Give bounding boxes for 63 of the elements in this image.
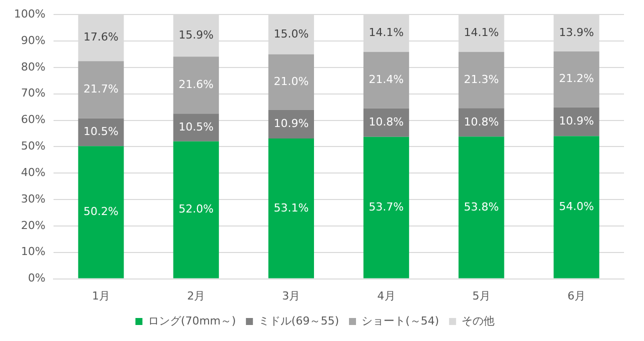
x-tick-label: 3月 bbox=[282, 289, 300, 302]
data-label: 13.9% bbox=[558, 26, 594, 39]
data-label: 10.8% bbox=[368, 116, 404, 129]
bar bbox=[554, 136, 600, 278]
data-label: 14.1% bbox=[368, 26, 404, 40]
bar bbox=[268, 110, 314, 139]
bar bbox=[78, 61, 124, 118]
bar bbox=[554, 51, 600, 108]
data-label: 10.8% bbox=[464, 115, 499, 128]
data-label: 21.3% bbox=[464, 72, 499, 86]
y-tick-label: 0% bbox=[28, 272, 46, 285]
x-tick-label: 2月 bbox=[187, 289, 206, 302]
bar bbox=[363, 136, 410, 278]
y-tick-label: 30% bbox=[20, 192, 46, 206]
bar bbox=[268, 138, 314, 278]
y-tick-label: 20% bbox=[20, 218, 46, 232]
legend-label: ロング(70mm～) bbox=[148, 314, 236, 328]
bar bbox=[363, 108, 410, 137]
bar bbox=[173, 114, 219, 142]
y-tick-label: 50% bbox=[20, 140, 46, 153]
bar bbox=[268, 54, 314, 110]
y-tick-label: 60% bbox=[20, 113, 46, 126]
data-label: 52.0% bbox=[178, 202, 214, 216]
bar bbox=[554, 107, 600, 136]
x-tick-label: 6月 bbox=[567, 289, 586, 302]
y-tick-label: 90% bbox=[20, 34, 46, 47]
data-label: 10.5% bbox=[84, 125, 118, 138]
legend-label: その他 bbox=[462, 314, 495, 328]
data-label: 10.9% bbox=[274, 116, 309, 130]
data-label: 21.4% bbox=[368, 72, 404, 86]
bar bbox=[78, 146, 124, 278]
y-tick-label: 70% bbox=[20, 86, 46, 100]
data-label: 10.9% bbox=[558, 114, 594, 128]
y-tick-label: 10% bbox=[20, 245, 46, 258]
data-label: 53.1% bbox=[274, 201, 309, 214]
data-label: 14.1% bbox=[464, 26, 499, 40]
bar bbox=[78, 118, 124, 146]
x-tick-label: 5月 bbox=[472, 289, 490, 302]
bar bbox=[458, 52, 504, 108]
bar bbox=[173, 141, 219, 278]
data-label: 54.0% bbox=[558, 200, 594, 214]
legend-label: ミドル(69～55) bbox=[258, 314, 340, 328]
data-label: 21.0% bbox=[274, 74, 309, 88]
y-tick-label: 100% bbox=[14, 7, 46, 20]
data-label: 15.0% bbox=[274, 27, 309, 40]
data-label: 21.6% bbox=[178, 78, 214, 91]
y-tick-label: 40% bbox=[20, 166, 46, 179]
data-label: 15.9% bbox=[178, 28, 214, 42]
bar bbox=[458, 136, 504, 278]
data-label: 10.5% bbox=[178, 120, 214, 134]
x-tick-label: 1月 bbox=[92, 289, 110, 302]
bar bbox=[363, 52, 410, 108]
y-tick-label: 80% bbox=[20, 60, 46, 74]
x-tick-label: 4月 bbox=[377, 289, 396, 302]
bar bbox=[458, 108, 504, 137]
data-label: 21.2% bbox=[558, 72, 594, 86]
legend-label: ショート(～54) bbox=[362, 314, 440, 328]
data-label: 17.6% bbox=[84, 30, 118, 44]
data-label: 21.7% bbox=[84, 82, 118, 96]
bar bbox=[173, 56, 219, 114]
data-label: 53.7% bbox=[368, 200, 404, 214]
data-label: 50.2% bbox=[84, 205, 118, 218]
data-label: 53.8% bbox=[464, 200, 499, 214]
